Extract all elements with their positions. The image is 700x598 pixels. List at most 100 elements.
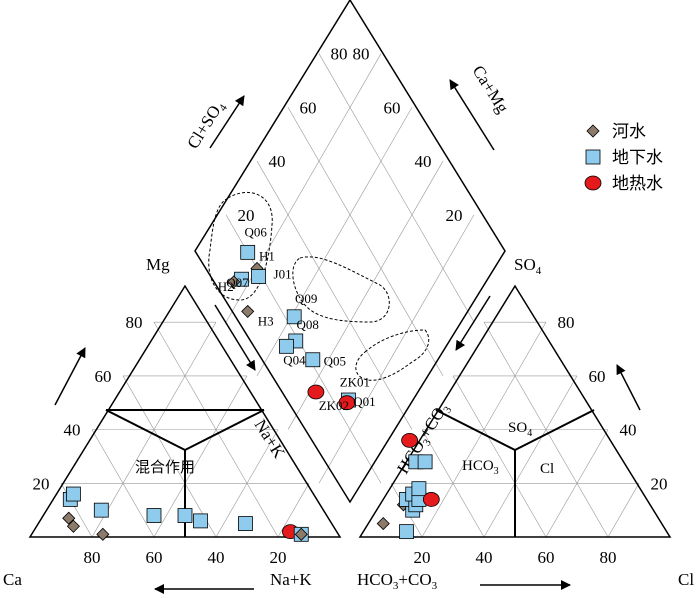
cation-point	[66, 486, 81, 502]
enclosure-group-1	[208, 191, 273, 301]
cation-grid-line	[215, 429, 279, 538]
plot-outlines	[28, 0, 672, 538]
ca-mg-axis-label: Ca+Mg	[469, 62, 513, 117]
tick-labels: 20 20 40 40 60 60 80 80 20 20 40 40 60 60 80 80 20 20 40 40…	[33, 45, 668, 567]
diamond-point	[307, 384, 325, 400]
anion-bottom-tick-label: 80	[600, 548, 617, 567]
cation-point	[93, 502, 109, 518]
diamond-hco3-arrow	[455, 295, 491, 351]
diamond-right-tick-label: 80	[331, 45, 348, 64]
point-label: H1	[259, 248, 275, 263]
point-label: Q09	[295, 291, 317, 306]
hco3-axis-label: HCO3+CO3	[357, 570, 438, 592]
diamond-point	[227, 275, 241, 289]
point-label: Q06	[245, 224, 268, 239]
anion-bottom-tick-label: 40	[476, 548, 493, 567]
zone-label-so4: SO4	[508, 420, 532, 439]
anion-right-tick-label: 40	[620, 421, 637, 440]
anion-point	[411, 481, 427, 497]
zone-labels: 混合作用 HCO3 SO4 Cl	[135, 420, 554, 477]
diamond-point	[286, 309, 302, 325]
legend-label: 地热水	[612, 174, 663, 194]
anion-grid-line	[545, 429, 609, 538]
cation-bottom-tick-label: 80	[84, 548, 101, 567]
anion-so4-arrow	[616, 364, 641, 411]
cation-point	[146, 508, 162, 523]
diamond-left-tick-label: 20	[446, 206, 463, 225]
cation-point	[66, 519, 80, 533]
diamond-nak-arrow	[214, 304, 256, 371]
data-points	[62, 244, 440, 542]
cation-bottom-tick-label: 20	[270, 548, 287, 567]
cation-zone-line-b	[105, 409, 186, 451]
direction-arrows	[54, 79, 641, 594]
diamond-right-tick-label: 20	[238, 206, 255, 225]
zone-label-hco3: HCO3	[462, 458, 499, 477]
cation-bottom-tick-label: 60	[146, 548, 163, 567]
anion-point	[399, 524, 414, 540]
ca-axis-label: Ca	[3, 570, 22, 589]
grid-lines	[60, 53, 640, 538]
diamond-point	[251, 269, 266, 284]
legend-marker	[584, 175, 602, 191]
point-label: Q08	[297, 317, 319, 332]
anion-right-tick-label: 80	[558, 313, 575, 332]
diamond-point	[305, 352, 321, 368]
zone-label-mixed: 混合作用	[135, 459, 195, 476]
point-label: ZK02	[319, 398, 349, 413]
anion-zone-line-b	[435, 409, 516, 451]
cl-so4-axis-label: Cl+SO4	[183, 97, 230, 154]
anion-point	[401, 432, 419, 448]
point-label: J01	[274, 267, 292, 282]
diamond-right-tick-label: 60	[300, 98, 317, 117]
point-label: H2	[218, 279, 234, 294]
cation-mg-arrow	[54, 347, 86, 406]
cation-point	[294, 527, 308, 541]
anion-point	[417, 454, 433, 470]
cation-point	[177, 508, 193, 523]
cation-grid-line	[122, 375, 217, 538]
diamond-camg-arrow	[449, 79, 495, 151]
mg-axis-label: Mg	[146, 255, 170, 274]
diamond-clso4-arrow	[209, 95, 245, 149]
diamond-point	[279, 338, 294, 354]
nak-axis-label: Na+K	[270, 570, 312, 589]
diamond-grid-line	[256, 160, 413, 430]
diamond-grid-line	[318, 214, 475, 484]
point-label: Q01	[353, 394, 375, 409]
cation-grid-line	[153, 375, 248, 538]
legend-label: 河水	[612, 122, 646, 142]
anion-point	[422, 492, 440, 507]
cation-bottom-tick-label: 40	[208, 548, 225, 567]
diamond-point	[338, 395, 356, 411]
point-label: ZK01	[340, 375, 370, 390]
diamond-grid-line	[318, 53, 475, 323]
diamond-left-tick-label: 80	[353, 45, 370, 64]
legend-marker	[585, 149, 601, 165]
enclosure-group-3	[355, 329, 430, 381]
anion-right-tick-label: 20	[651, 474, 668, 493]
cation-point	[238, 516, 253, 531]
enclosure-group-2	[292, 256, 390, 323]
diamond-outline	[194, 0, 506, 504]
anion-grid-line	[421, 429, 485, 538]
so4-axis-label: SO4	[514, 255, 542, 277]
group-enclosures	[208, 191, 430, 381]
point-label: H3	[258, 313, 274, 328]
diamond-point	[240, 244, 256, 260]
legend-marker	[586, 124, 600, 138]
nak-side-label: Na+K	[251, 416, 290, 462]
anion-zone-line-c	[514, 409, 595, 451]
cation-zone-line-c	[184, 409, 265, 451]
cation-grid-line	[91, 429, 155, 538]
point-label: Q07	[226, 275, 249, 290]
cl-axis-label: Cl	[678, 570, 694, 589]
cation-point	[96, 527, 110, 541]
diamond-left-tick-label: 40	[415, 152, 432, 171]
anion-right-tick-label: 60	[589, 367, 606, 386]
cation-left-tick-label: 20	[33, 474, 50, 493]
cation-left-tick-label: 60	[95, 367, 112, 386]
anion-grid-line	[607, 483, 640, 538]
